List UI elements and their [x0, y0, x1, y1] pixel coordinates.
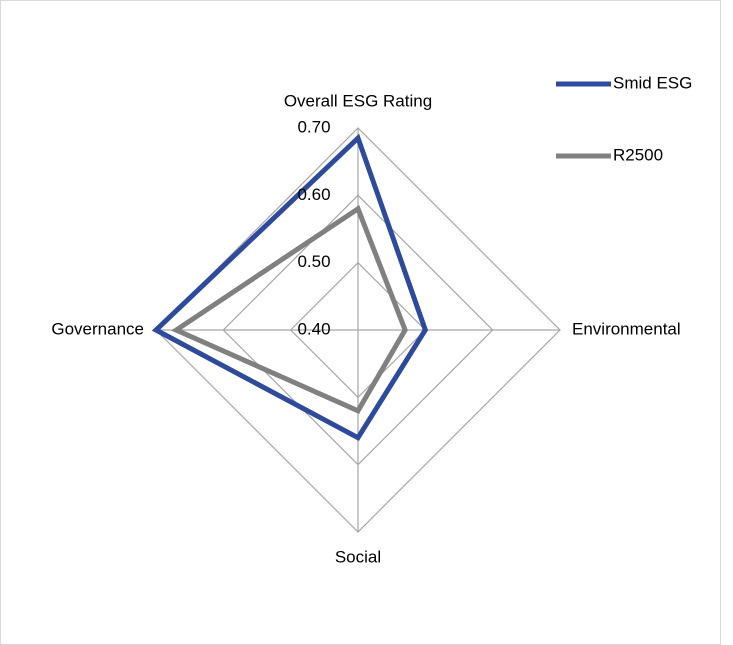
- category-label: Governance: [51, 319, 144, 338]
- legend-label: R2500: [613, 145, 663, 164]
- tick-label: 0.40: [297, 319, 330, 338]
- series-line: [151, 133, 429, 442]
- tick-label: 0.50: [297, 252, 330, 271]
- series-line: [171, 204, 408, 414]
- category-label: Environmental: [572, 319, 681, 338]
- tick-label: 0.60: [297, 185, 330, 204]
- category-label: Social: [335, 547, 381, 566]
- category-label: Overall ESG Rating: [284, 91, 432, 110]
- legend-label: Smid ESG: [613, 73, 692, 92]
- tick-label: 0.70: [297, 117, 330, 136]
